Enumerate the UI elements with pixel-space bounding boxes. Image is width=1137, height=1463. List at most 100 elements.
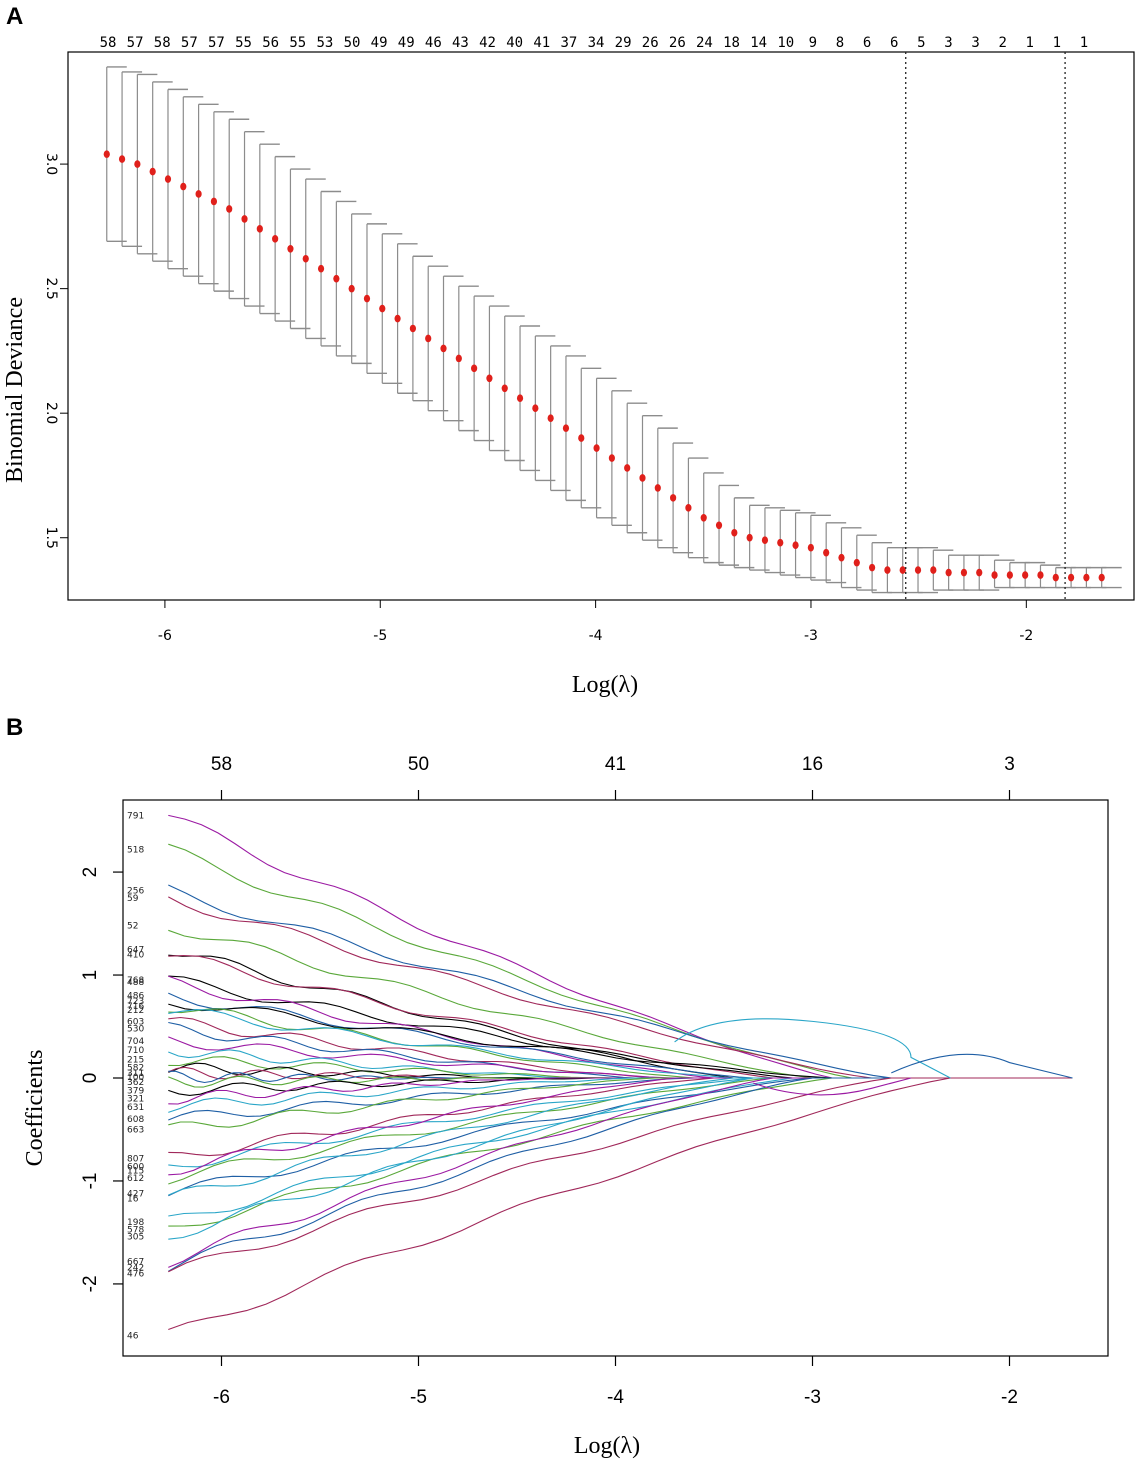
coefficient-path xyxy=(753,1077,912,1096)
mean-point xyxy=(639,474,646,482)
coefficient-path xyxy=(168,1077,1073,1227)
mean-point xyxy=(1083,573,1090,582)
mean-point xyxy=(624,464,631,472)
variable-label: 647 xyxy=(127,945,144,955)
top-tick-label: 58 xyxy=(211,754,232,775)
top-count-label: 57 xyxy=(208,35,225,51)
mean-point xyxy=(914,566,922,574)
x-tick-label: -2 xyxy=(1019,628,1033,644)
mean-point xyxy=(394,314,401,323)
panel-b-label: B xyxy=(6,714,23,741)
top-count-label: 3 xyxy=(971,35,979,51)
panel-a-plot-frame xyxy=(67,51,1135,601)
mean-point xyxy=(792,541,799,549)
coefficient-path xyxy=(168,1009,1073,1079)
coefficient-path xyxy=(168,1077,1073,1273)
coefficient-path xyxy=(168,1036,1073,1079)
panel-b-y-axis-label: Coefficients xyxy=(22,1050,48,1167)
variable-label: 710 xyxy=(127,1046,144,1056)
mean-point xyxy=(317,264,325,273)
top-count-label: 57 xyxy=(181,35,198,51)
variable-label: 518 xyxy=(127,845,144,855)
mean-point xyxy=(118,155,126,163)
y-tick-label: 2.0 xyxy=(43,402,59,424)
mean-point xyxy=(455,354,462,363)
mean-point xyxy=(1037,571,1044,579)
top-count-label: 57 xyxy=(127,35,144,51)
coefficient-path xyxy=(168,1077,1073,1105)
top-count-label: 56 xyxy=(262,35,279,51)
mean-point xyxy=(501,384,508,393)
mean-point xyxy=(302,254,309,263)
mean-point xyxy=(746,533,753,542)
top-tick-label: 3 xyxy=(1004,754,1015,775)
top-count-label: 3 xyxy=(944,35,952,51)
mean-point xyxy=(210,197,218,206)
mean-point xyxy=(884,566,891,574)
top-count-label: 49 xyxy=(398,35,415,51)
coefficient-path xyxy=(168,814,1073,1079)
coefficient-path xyxy=(168,992,1073,1079)
mean-point xyxy=(532,404,539,413)
mean-point xyxy=(440,344,447,353)
mean-point xyxy=(991,571,998,579)
top-count-label: 5 xyxy=(917,35,925,51)
variable-label: 612 xyxy=(127,1174,144,1184)
x-tick-label: -4 xyxy=(607,1387,624,1408)
coefficient-path xyxy=(168,1077,1073,1240)
coefficient-path xyxy=(168,1077,1073,1176)
mean-point xyxy=(363,294,371,303)
panel-a-x-axis: -6 -5 -4 -3 -2 xyxy=(158,600,1033,644)
variable-label: 115 xyxy=(127,1167,144,1177)
top-count-label: 40 xyxy=(506,35,523,51)
variable-label: 100 xyxy=(127,1073,144,1083)
mean-point xyxy=(256,225,263,233)
panel-a-top-labels: 58 57 58 57 57 55 56 55 53 50 49 49 46 43 42 40 41 37 34 29… xyxy=(100,35,1089,51)
mean-point xyxy=(562,424,570,432)
mean-point xyxy=(899,566,906,574)
top-count-label: 58 xyxy=(154,35,171,51)
x-tick-label: -3 xyxy=(804,628,818,644)
mean-point xyxy=(272,235,279,243)
coefficient-path xyxy=(168,929,1073,1079)
mean-point xyxy=(868,563,876,572)
mean-point xyxy=(1006,571,1013,579)
mean-point xyxy=(134,160,141,168)
y-tick-label: 2.5 xyxy=(43,278,59,300)
coefficient-path xyxy=(168,1003,1073,1079)
y-tick-label: -1 xyxy=(80,1173,101,1190)
variable-label: 667 xyxy=(127,1257,144,1267)
variable-label: 600 xyxy=(127,1163,144,1173)
variable-label: 716 xyxy=(127,1002,144,1012)
variable-label: 212 xyxy=(127,1006,144,1016)
mean-point xyxy=(180,182,187,191)
mean-point xyxy=(241,215,248,223)
x-tick-label: -4 xyxy=(589,628,603,644)
coefficient-path xyxy=(168,896,1073,1079)
mean-point xyxy=(960,568,968,577)
variable-label: 311 xyxy=(127,1069,144,1079)
coefficient-path xyxy=(674,1018,951,1079)
coefficient-path xyxy=(168,1077,1073,1128)
mean-point xyxy=(685,504,692,512)
mean-point xyxy=(823,548,830,557)
top-count-label: 1 xyxy=(1026,35,1034,51)
coefficient-path xyxy=(168,1077,1073,1121)
top-count-label: 43 xyxy=(452,35,469,51)
top-count-label: 42 xyxy=(479,35,496,51)
mean-point xyxy=(103,150,110,158)
variable-label: 631 xyxy=(127,1103,144,1113)
top-count-label: 26 xyxy=(642,35,659,51)
mean-point xyxy=(409,324,416,333)
mean-point xyxy=(945,568,952,577)
coefficient-path xyxy=(168,1077,1073,1157)
variable-label: 215 xyxy=(127,1055,144,1065)
mean-point xyxy=(700,514,707,522)
top-count-label: 9 xyxy=(809,35,817,51)
top-tick-label: 50 xyxy=(408,754,429,775)
mean-point xyxy=(287,244,294,253)
variable-label: 379 xyxy=(127,1086,144,1096)
top-count-label: 8 xyxy=(836,35,844,51)
panel-b-top-axis: 58 50 41 16 3 xyxy=(211,754,1015,800)
